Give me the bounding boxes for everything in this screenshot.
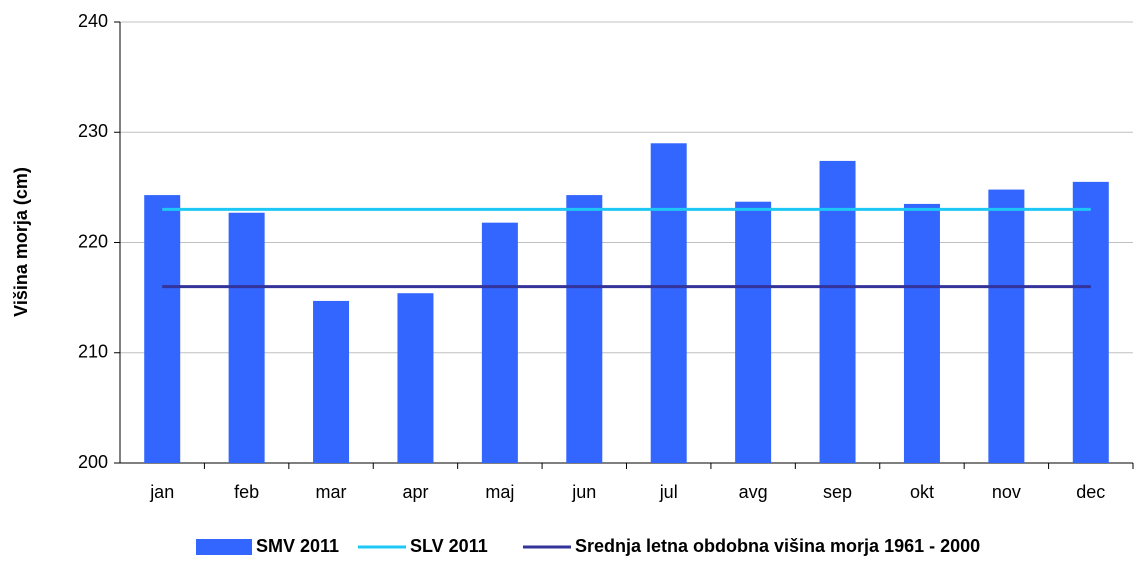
x-tick-label: nov bbox=[992, 482, 1021, 502]
x-tick-label: jul bbox=[659, 482, 678, 502]
x-tick-label: feb bbox=[234, 482, 259, 502]
y-axis-label: Višina morja (cm) bbox=[11, 167, 31, 317]
y-tick-label: 230 bbox=[78, 121, 108, 141]
legend-swatch bbox=[196, 539, 252, 555]
bar bbox=[650, 143, 687, 463]
bar bbox=[313, 300, 350, 463]
legend-label: SLV 2011 bbox=[410, 536, 488, 556]
bar bbox=[903, 203, 940, 463]
bar bbox=[228, 212, 265, 463]
y-tick-label: 220 bbox=[78, 231, 108, 251]
x-tick-label: apr bbox=[402, 482, 428, 502]
x-tick-label: avg bbox=[739, 482, 768, 502]
x-tick-label: dec bbox=[1076, 482, 1105, 502]
bar bbox=[735, 201, 772, 463]
x-tick-label: maj bbox=[485, 482, 514, 502]
bar bbox=[144, 195, 181, 463]
legend-label: Srednja letna obdobna višina morja 1961 … bbox=[575, 536, 980, 556]
x-tick-label: jan bbox=[149, 482, 174, 502]
bar bbox=[397, 293, 434, 463]
bar bbox=[1072, 181, 1109, 464]
y-tick-label: 200 bbox=[78, 452, 108, 472]
x-tick-label: okt bbox=[910, 482, 934, 502]
legend-label: SMV 2011 bbox=[256, 536, 339, 556]
y-tick-label: 210 bbox=[78, 342, 108, 362]
x-tick-label: mar bbox=[316, 482, 347, 502]
bar bbox=[481, 222, 518, 463]
bar bbox=[988, 189, 1025, 463]
y-tick-label: 240 bbox=[78, 11, 108, 31]
bar bbox=[819, 160, 856, 464]
x-tick-label: jun bbox=[571, 482, 596, 502]
bar bbox=[566, 195, 603, 463]
x-tick-label: sep bbox=[823, 482, 852, 502]
